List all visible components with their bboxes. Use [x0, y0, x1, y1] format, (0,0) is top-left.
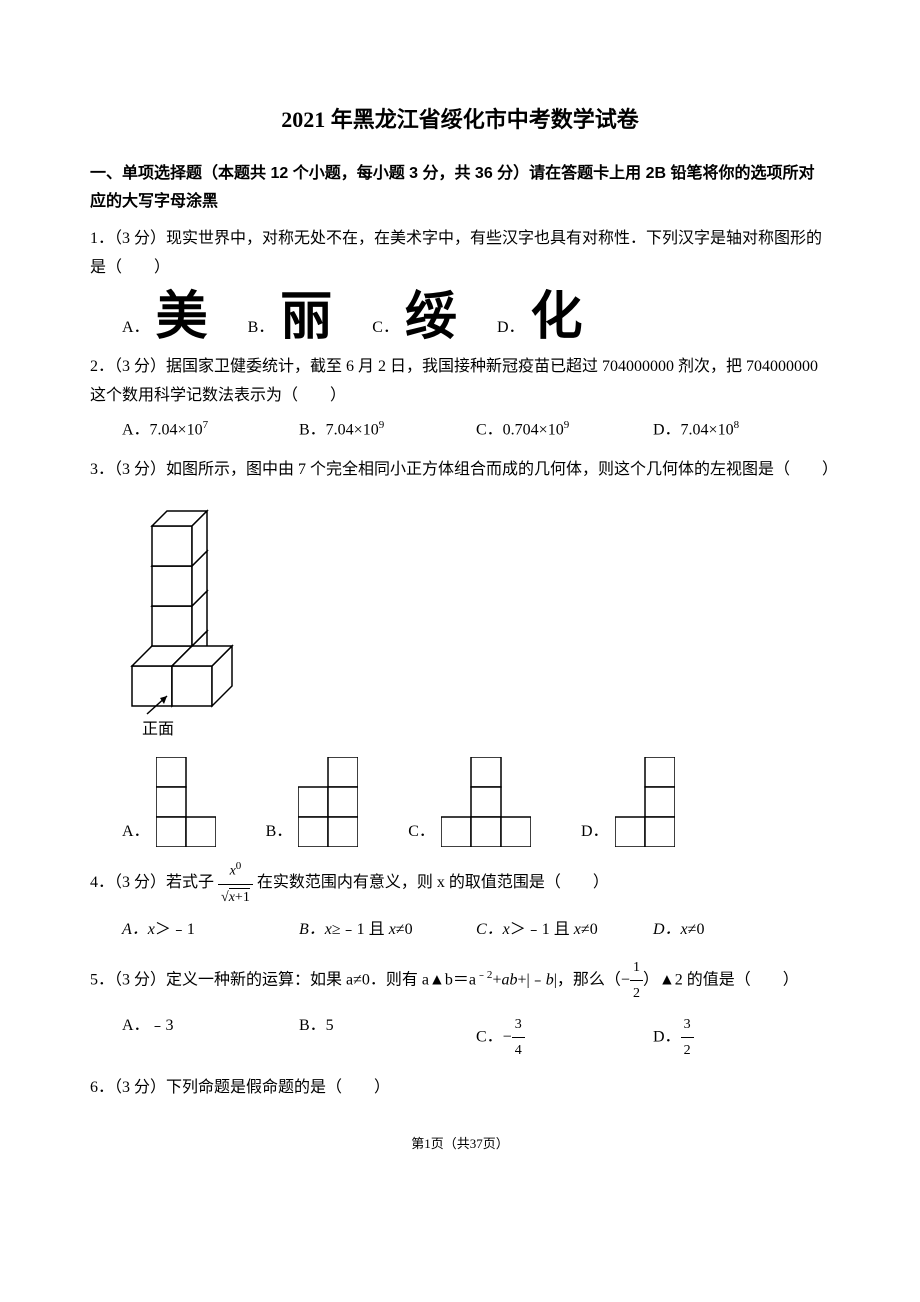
q5-text: 5．（3 分）定义一种新的运算：如果 a≠0．则有 a▲b＝a﹣2+ab+|﹣b… [90, 955, 830, 1006]
q2-option-a: A．7.04×107 [122, 416, 299, 445]
q4-option-d: D．x≠0 [653, 916, 830, 945]
q1-char-c: 绥 [405, 291, 457, 343]
cube-geometry-icon [122, 496, 252, 716]
q3-options: A． B． C． D． [90, 757, 830, 847]
q1-label-c: C． [372, 314, 399, 343]
grid-d-icon [615, 757, 675, 847]
q1-text: 1．（3 分）现实世界中，对称无处不在，在美术字中，有些汉字也具有对称性．下列汉… [90, 225, 830, 283]
grid-c-icon [441, 757, 531, 847]
q1-option-c: C． 绥 [372, 291, 457, 343]
q1-options: A． 美 B． 丽 C． 绥 D． 化 [90, 291, 830, 343]
q2-options: A．7.04×107 B．7.04×109 C．0.704×109 D．7.04… [90, 416, 830, 445]
question-1: 1．（3 分）现实世界中，对称无处不在，在美术字中，有些汉字也具有对称性．下列汉… [90, 225, 830, 343]
q3-figure: 正面 [90, 496, 830, 745]
q5-options: A．﹣3 B．5 C．−34 D．32 [90, 1012, 830, 1063]
q3-text: 3．（3 分）如图所示，图中由 7 个完全相同小正方体组合而成的几何体，则这个几… [90, 456, 830, 485]
question-5: 5．（3 分）定义一种新的运算：如果 a≠0．则有 a▲b＝a﹣2+ab+|﹣b… [90, 955, 830, 1064]
grid-a-icon [156, 757, 216, 847]
question-4: 4．（3 分）若式子 x0 √x+1 在实数范围内有意义，则 x 的取值范围是（… [90, 857, 830, 945]
grid-b-icon [298, 757, 358, 847]
question-3: 3．（3 分）如图所示，图中由 7 个完全相同小正方体组合而成的几何体，则这个几… [90, 456, 830, 848]
q1-char-a: 美 [156, 291, 208, 343]
q5-option-b: B．5 [299, 1012, 476, 1063]
q3-option-c: C． [408, 757, 531, 847]
q6-text: 6．（3 分）下列命题是假命题的是（ ） [90, 1074, 830, 1103]
q2-option-c: C．0.704×109 [476, 416, 653, 445]
q3-option-a: A． [122, 757, 216, 847]
q1-label-a: A． [122, 314, 150, 343]
q4-options: A．x＞﹣1 B．x≥﹣1 且 x≠0 C．x＞﹣1 且 x≠0 D．x≠0 [90, 916, 830, 945]
q5-option-c: C．−34 [476, 1012, 653, 1063]
q1-char-b: 丽 [280, 291, 332, 343]
q5-option-d: D．32 [653, 1012, 830, 1063]
q3-option-b: B． [266, 757, 359, 847]
q2-option-d: D．7.04×108 [653, 416, 830, 445]
q4-text: 4．（3 分）若式子 x0 √x+1 在实数范围内有意义，则 x 的取值范围是（… [90, 857, 830, 910]
q4-option-a: A．x＞﹣1 [122, 916, 299, 945]
q1-label-d: D． [497, 314, 525, 343]
section-header: 一、单项选择题（本题共 12 个小题，每小题 3 分，共 36 分）请在答题卡上… [90, 160, 830, 218]
question-6: 6．（3 分）下列命题是假命题的是（ ） [90, 1074, 830, 1103]
q2-option-b: B．7.04×109 [299, 416, 476, 445]
q2-text: 2．（3 分）据国家卫健委统计，截至 6 月 2 日，我国接种新冠疫苗已超过 7… [90, 353, 830, 411]
q5-option-a: A．﹣3 [122, 1012, 299, 1063]
front-label: 正面 [142, 716, 830, 745]
exam-title: 2021 年黑龙江省绥化市中考数学试卷 [90, 100, 830, 140]
question-2: 2．（3 分）据国家卫健委统计，截至 6 月 2 日，我国接种新冠疫苗已超过 7… [90, 353, 830, 446]
q1-label-b: B． [248, 314, 275, 343]
q1-option-a: A． 美 [122, 291, 208, 343]
q4-option-c: C．x＞﹣1 且 x≠0 [476, 916, 653, 945]
q1-option-d: D． 化 [497, 291, 583, 343]
q3-option-d: D． [581, 757, 675, 847]
page-footer: 第1页（共37页） [90, 1132, 830, 1155]
q1-char-d: 化 [531, 291, 583, 343]
q1-option-b: B． 丽 [248, 291, 333, 343]
q5-frac1: 12 [630, 955, 643, 1006]
q4-fraction: x0 √x+1 [218, 857, 253, 910]
q4-option-b: B．x≥﹣1 且 x≠0 [299, 916, 476, 945]
